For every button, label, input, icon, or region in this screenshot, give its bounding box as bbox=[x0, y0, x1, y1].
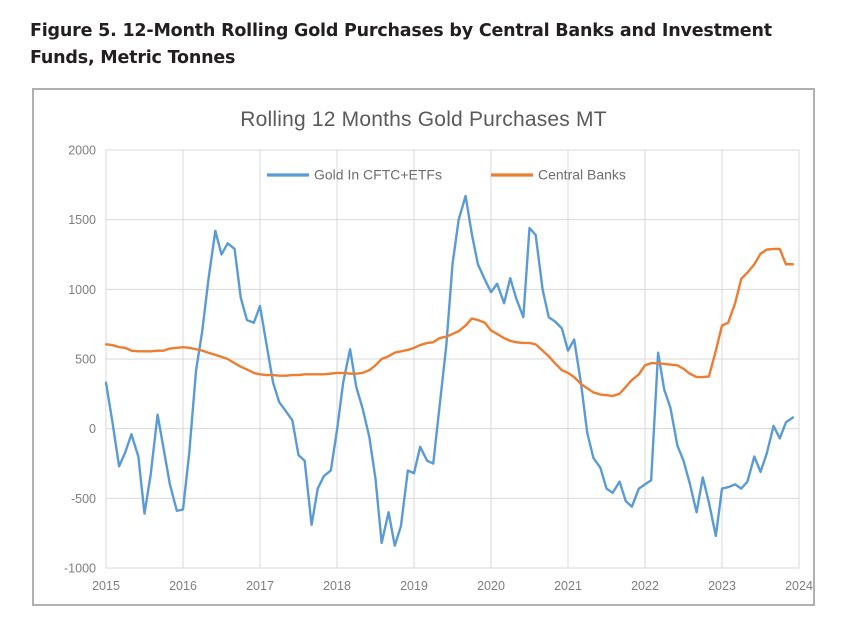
plot-area-border bbox=[105, 149, 800, 569]
x-axis-tick-label: 2020 bbox=[477, 579, 505, 593]
x-axis-tick-label: 2015 bbox=[92, 579, 120, 593]
x-axis-tick-label: 2019 bbox=[400, 579, 428, 593]
x-axis-tick-label: 2016 bbox=[169, 579, 197, 593]
x-axis-tick-label: 2023 bbox=[708, 579, 736, 593]
y-axis-tick-label: -1000 bbox=[64, 562, 96, 576]
series-line-gold-in-cftc-etfs bbox=[104, 194, 795, 547]
legend-label-1: Gold In CFTC+ETFs bbox=[314, 167, 442, 183]
x-axis-tick-label: 2021 bbox=[554, 579, 582, 593]
x-axis-ticks: 2015 2016 2017 2018 2019 2020 2021 2022 2023 2024 bbox=[92, 579, 813, 593]
chart-title: Rolling 12 Months Gold Purchases MT bbox=[240, 108, 607, 131]
figure-caption: Figure 5. 12-Month Rolling Gold Purchase… bbox=[30, 21, 772, 69]
y-axis-tick-label: 1000 bbox=[68, 283, 96, 297]
y-axis-tick-label: -500 bbox=[71, 492, 96, 506]
y-axis-tick-label: 2000 bbox=[68, 144, 96, 158]
y-axis-tick-label: 500 bbox=[75, 353, 96, 367]
x-axis-tick-label: 2024 bbox=[785, 579, 813, 593]
series-lines bbox=[104, 194, 795, 547]
y-axis-tick-label: 0 bbox=[89, 422, 96, 436]
chart-legend: Gold In CFTC+ETFs Central Banks bbox=[267, 167, 626, 183]
gridlines bbox=[105, 149, 800, 569]
chart-frame: Rolling 12 Months Gold Purchases MT 2000… bbox=[32, 88, 815, 606]
x-axis-tick-label: 2017 bbox=[246, 579, 274, 593]
y-axis-tick-label: 1500 bbox=[68, 213, 96, 227]
series-line-central-banks bbox=[104, 247, 795, 398]
x-axis-tick-label: 2022 bbox=[631, 579, 659, 593]
legend-label-2: Central Banks bbox=[538, 167, 626, 183]
x-axis-tick-label: 2018 bbox=[323, 579, 351, 593]
y-axis-ticks: 2000 1500 1000 500 0 -500 -1000 bbox=[64, 144, 96, 576]
